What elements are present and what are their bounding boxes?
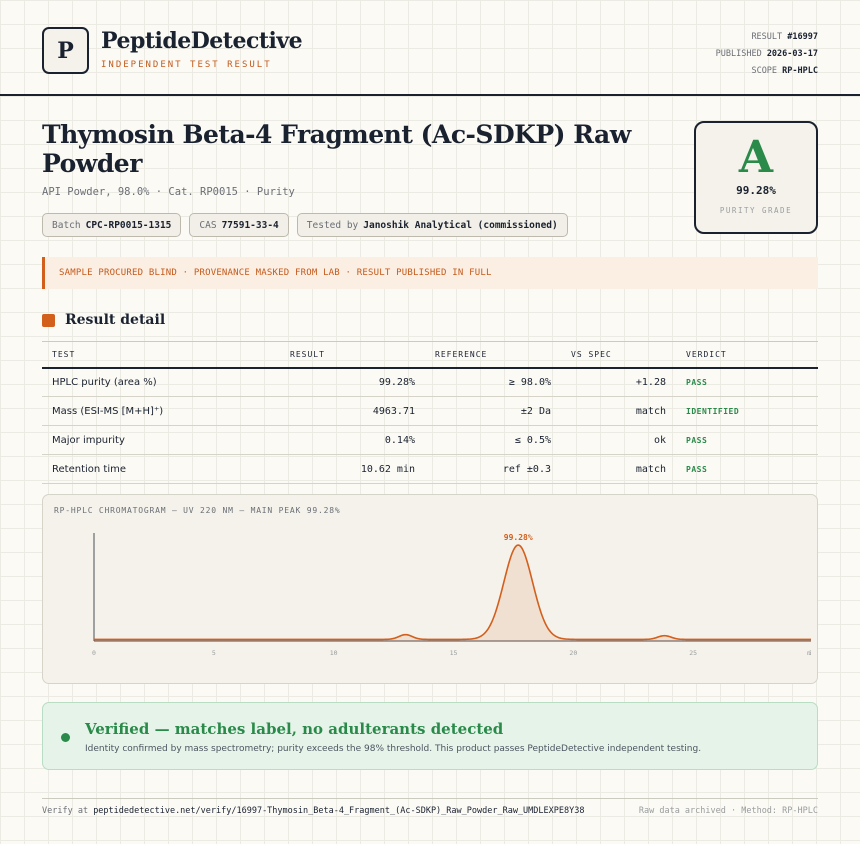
cell-vs-spec: ok: [561, 425, 676, 455]
verified-banner: Verified — matches label, no adulterants…: [42, 702, 818, 770]
product-subtitle: API Powder, 98.0% · Cat. RP0015 · Purity: [42, 186, 295, 198]
verify-url[interactable]: peptidedetective.net/verify/16997-Thymos…: [93, 806, 585, 816]
grade-letter: A: [738, 132, 774, 183]
footer-divider: [42, 798, 818, 799]
x-tick-label: 20: [569, 649, 577, 657]
chromatogram-title: RP-HPLC CHROMATOGRAM — UV 220 NM — MAIN …: [54, 506, 341, 515]
cell-reference: ±2 Da: [425, 396, 561, 426]
section-square-icon: [42, 313, 55, 327]
product-title: Thymosin Beta-4 Fragment (Ac-SDKP) Raw P…: [42, 120, 631, 178]
table-header-row: TEST RESULT REFERENCE VS SPEC VERDICT: [42, 341, 818, 369]
tested-by-chip: Tested by Janoshik Analytical (commission…: [296, 213, 568, 237]
header: P PeptideDetective INDEPENDENT TEST RESU…: [0, 0, 860, 96]
grade-value: 99.28%: [736, 184, 776, 197]
chromatogram-panel: RP-HPLC CHROMATOGRAM — UV 220 NM — MAIN …: [42, 494, 818, 684]
brand-subtitle: INDEPENDENT TEST RESULT: [101, 60, 272, 70]
cell-verdict: PASS: [676, 425, 818, 455]
x-tick-label: 0: [92, 649, 96, 657]
col-test: TEST: [42, 341, 280, 369]
col-result: RESULT: [280, 341, 425, 369]
verified-description: Identity confirmed by mass spectrometry;…: [85, 744, 702, 754]
chromatogram-chart: 99.28% 0 5 10 15 20 25 30min: [92, 533, 811, 657]
signal-line: [94, 544, 811, 641]
col-reference: REFERENCE: [425, 341, 561, 369]
procurement-notice: SAMPLE PROCURED BLIND · PROVENANCE MASKE…: [42, 257, 818, 289]
table-row: Retention time 10.62 min ref ±0.3 match …: [42, 454, 818, 484]
cell-test: Retention time: [42, 454, 280, 484]
result-meta: RESULT #16997 PUBLISHED 2026-03-17 SCOPE…: [716, 29, 818, 80]
cell-result: 4963.71: [280, 396, 425, 426]
cell-verdict: PASS: [676, 454, 818, 484]
section-title: Result detail: [65, 312, 166, 328]
cell-test: Mass (ESI-MS [M+H]⁺): [42, 396, 280, 426]
x-unit-label: min: [807, 649, 811, 657]
cell-test: HPLC purity (area %): [42, 367, 280, 397]
cell-reference: ref ±0.3: [425, 454, 561, 484]
logo[interactable]: P: [42, 27, 89, 74]
cell-reference: ≥ 98.0%: [425, 367, 561, 397]
meta-published: PUBLISHED 2026-03-17: [715, 49, 818, 59]
cell-result: 0.14%: [280, 425, 425, 455]
product-chips: Batch CPC-RP0015-1315 CAS 77591-33-4 Teste…: [42, 213, 568, 237]
signal-area: [94, 545, 811, 641]
cell-test: Major impurity: [42, 425, 280, 455]
meta-scope: SCOPE RP-HPLC: [751, 66, 818, 76]
col-verdict: VERDICT: [676, 341, 818, 369]
cell-result: 99.28%: [280, 367, 425, 397]
brand-name[interactable]: PeptideDetective: [101, 28, 303, 54]
cell-vs-spec: match: [561, 454, 676, 484]
batch-chip: Batch CPC-RP0015-1315: [42, 213, 182, 237]
table-row: HPLC purity (area %) 99.28% ≥ 98.0% +1.2…: [42, 367, 818, 397]
x-tick-label: 5: [212, 649, 216, 657]
verified-dot-icon: [61, 733, 70, 742]
cas-chip: CAS 77591-33-4: [189, 213, 289, 237]
grade-label: PURITY GRADE: [719, 206, 793, 215]
table-row: Major impurity 0.14% ≤ 0.5% ok PASS: [42, 425, 818, 455]
verified-title: Verified — matches label, no adulterants…: [85, 720, 504, 738]
result-table: TEST RESULT REFERENCE VS SPEC VERDICT HP…: [42, 341, 818, 484]
cell-verdict: PASS: [676, 367, 818, 397]
x-tick-label: 15: [450, 649, 458, 657]
col-vs-spec: VS SPEC: [561, 341, 676, 369]
peak-label: 99.28%: [504, 533, 533, 542]
cell-vs-spec: match: [561, 396, 676, 426]
footer-method: Raw data archived · Method: RP-HPLC: [638, 806, 818, 816]
x-tick-label: 10: [330, 649, 338, 657]
verify-link-text: Verify at peptidedetective.net/verify/16…: [42, 806, 585, 816]
cell-reference: ≤ 0.5%: [425, 425, 561, 455]
meta-result: RESULT #16997: [751, 32, 818, 42]
table-row: Mass (ESI-MS [M+H]⁺) 4963.71 ±2 Da match…: [42, 396, 818, 426]
cell-verdict: IDENTIFIED: [676, 396, 818, 426]
x-tick-label: 30: [809, 649, 811, 657]
purity-grade-card: A 99.28% PURITY GRADE: [694, 121, 818, 234]
x-tick-label: 25: [689, 649, 697, 657]
cell-vs-spec: +1.28: [561, 367, 676, 397]
cell-result: 10.62 min: [280, 454, 425, 484]
result-detail-heading: Result detail: [42, 312, 165, 328]
